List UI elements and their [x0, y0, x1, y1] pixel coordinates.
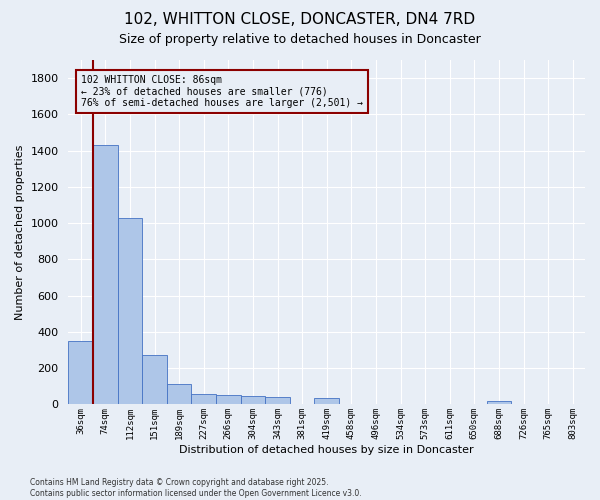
Bar — [68, 341, 93, 404]
Text: 102, WHITTON CLOSE, DONCASTER, DN4 7RD: 102, WHITTON CLOSE, DONCASTER, DN4 7RD — [124, 12, 476, 28]
Bar — [118, 218, 142, 404]
X-axis label: Distribution of detached houses by size in Doncaster: Distribution of detached houses by size … — [179, 445, 474, 455]
Bar — [93, 145, 118, 405]
Bar — [191, 394, 216, 404]
Bar — [314, 398, 339, 404]
Bar — [142, 356, 167, 405]
Text: Size of property relative to detached houses in Doncaster: Size of property relative to detached ho… — [119, 32, 481, 46]
Bar — [487, 401, 511, 404]
Text: 102 WHITTON CLOSE: 86sqm
← 23% of detached houses are smaller (776)
76% of semi-: 102 WHITTON CLOSE: 86sqm ← 23% of detach… — [81, 74, 363, 108]
Text: Contains HM Land Registry data © Crown copyright and database right 2025.
Contai: Contains HM Land Registry data © Crown c… — [30, 478, 362, 498]
Bar — [265, 397, 290, 404]
Bar — [167, 384, 191, 404]
Bar — [241, 396, 265, 404]
Y-axis label: Number of detached properties: Number of detached properties — [15, 144, 25, 320]
Bar — [216, 396, 241, 404]
